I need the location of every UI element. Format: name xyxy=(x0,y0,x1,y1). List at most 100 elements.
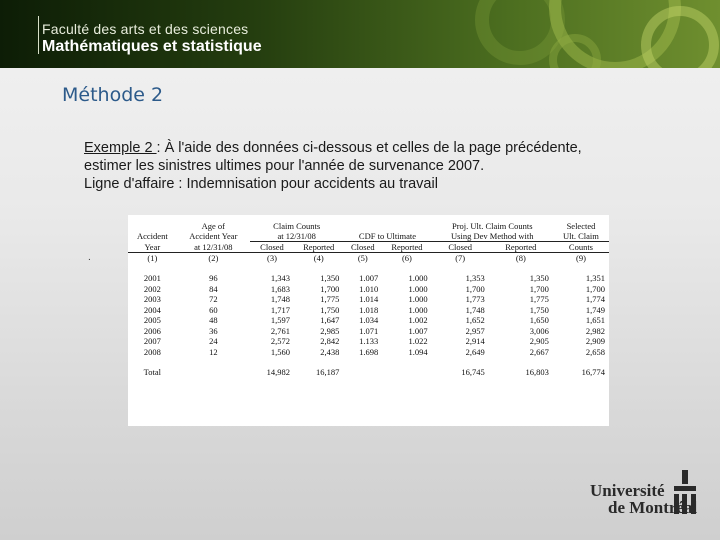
table-cell: 1.014 xyxy=(359,294,379,304)
hdr-age-1: Age of xyxy=(201,221,226,231)
table-cell: 2002 xyxy=(143,283,161,294)
table-cell: 1,700 xyxy=(529,283,549,294)
claims-table: Age of Claim Counts Proj. Ult. Claim Cou… xyxy=(128,215,609,378)
table-cell: 2,572 xyxy=(270,336,291,346)
table-cell: 1.007 xyxy=(408,325,428,336)
table-row: 2008 12 1,560 2,438 1.698 1.094 2,649 2,667 2,65… xyxy=(128,347,609,358)
hdr-accident: Accident xyxy=(137,231,168,242)
table-cell: 96 xyxy=(209,273,218,283)
total-row: Total 14,982 16,187 16,745 16,803 16,774 xyxy=(128,367,609,378)
table-cell: 1.018 xyxy=(359,304,379,315)
table-cell: 1,351 xyxy=(585,273,605,283)
total-proj-reported: 16,803 xyxy=(525,367,549,377)
table-cell: 1,749 xyxy=(585,304,605,315)
table-row: 2007 24 2,572 2,842 1.133 1.022 2,914 2,905 2,90… xyxy=(128,336,609,347)
faculty-name: Faculté des arts et des sciences xyxy=(42,21,249,37)
table-cell: 1,700 xyxy=(465,283,485,294)
table-cell: 1,560 xyxy=(270,346,291,357)
hdr-closed-7: Closed xyxy=(431,241,489,253)
table-cell: 1,717 xyxy=(270,304,291,315)
col-num-8: (8) xyxy=(515,253,526,263)
body-line-2: estimer les sinistres ultimes pour l'ann… xyxy=(84,158,485,174)
hdr-ult-claim: Ult. Claim xyxy=(552,231,609,242)
col-num-4: (4) xyxy=(313,253,324,263)
hdr-reported-4: Reported xyxy=(294,241,344,253)
table-cell: 1,775 xyxy=(320,294,340,304)
table-cell: 2,982 xyxy=(585,325,605,336)
table-cell: 1.698 xyxy=(359,346,379,357)
table-cell: 2,658 xyxy=(585,346,605,357)
table-cell: 1,773 xyxy=(465,294,485,304)
table-row: 2004 60 1,717 1,750 1.018 1.000 1,748 1,750 1,74… xyxy=(128,305,609,316)
hdr-proj-2: Using Dev Method with xyxy=(431,231,553,242)
header-banner: Faculté des arts et des sciences Mathéma… xyxy=(0,0,720,68)
table-cell: 48 xyxy=(209,315,218,325)
total-reported: 16,187 xyxy=(316,367,340,377)
table-cell: 2,761 xyxy=(270,325,291,336)
total-proj-closed: 16,745 xyxy=(461,367,485,377)
body-line-1: Exemple 2 : À l'aide des données ci-dess… xyxy=(84,139,684,157)
table-cell: 3,006 xyxy=(529,325,549,336)
table-cell: 1.002 xyxy=(408,315,428,325)
table-cell: 1,683 xyxy=(270,283,291,294)
table-cell: 2006 xyxy=(143,325,161,336)
col-num-1: (1) xyxy=(147,253,158,263)
col-num-9: (9) xyxy=(576,253,586,263)
table-cell: 1.010 xyxy=(359,283,379,294)
hdr-selected: Selected xyxy=(566,221,596,231)
table-cell: 12 xyxy=(209,346,218,357)
body-line-3: Ligne d'affaire : Indemnisation pour acc… xyxy=(84,176,438,192)
table-cell: 1,343 xyxy=(270,273,291,283)
hdr-age-2: Accident Year xyxy=(189,231,238,242)
table-cell: 1,748 xyxy=(465,304,485,315)
hdr-claim-date: at 12/31/08 xyxy=(249,231,344,242)
table-cell: 2,957 xyxy=(465,325,485,336)
table-row: 2003 72 1,748 1,775 1.014 1.000 1,773 1,775 1,77… xyxy=(128,294,609,305)
table-body: 2001 96 1,343 1,350 1.007 1.000 1,353 1,350 1,35… xyxy=(128,273,609,357)
table-row: 2002 84 1,683 1,700 1.010 1.000 1,700 1,700 1,70… xyxy=(128,284,609,295)
logo-line-1: Université xyxy=(590,481,665,500)
hdr-counts: Counts xyxy=(552,241,609,253)
table-cell: 2001 xyxy=(143,273,161,283)
table-cell: 1.000 xyxy=(408,304,428,315)
table-cell: 1.071 xyxy=(359,325,379,336)
table-cell: 1,750 xyxy=(529,304,549,315)
table-cell: 1.000 xyxy=(408,283,428,294)
stray-mark: . xyxy=(88,252,91,263)
table-cell: 1,774 xyxy=(585,294,605,304)
claims-table-image: Age of Claim Counts Proj. Ult. Claim Cou… xyxy=(128,215,609,426)
table-cell: 1,652 xyxy=(465,315,485,325)
table-cell: 1.133 xyxy=(359,336,379,346)
table-row: 2006 36 2,761 2,985 1.071 1.007 2,957 3,006 2,98… xyxy=(128,326,609,337)
table-cell: 2003 xyxy=(143,294,161,304)
table-cell: 1,353 xyxy=(465,273,485,283)
table-cell: 2004 xyxy=(143,304,161,315)
table-cell: 1.094 xyxy=(408,346,428,357)
header-divider xyxy=(38,16,39,54)
table-cell: 84 xyxy=(209,283,218,294)
table-cell: 1,350 xyxy=(529,273,549,283)
table-cell: 1.022 xyxy=(408,336,428,346)
table-cell: 2,438 xyxy=(320,346,340,357)
table-cell: 1,775 xyxy=(529,294,549,304)
body-line-1-rest: : À l'aide des données ci-dessous et cel… xyxy=(156,140,582,156)
table-cell: 2,914 xyxy=(465,336,485,346)
total-selected: 16,774 xyxy=(581,367,605,377)
table-cell: 1,647 xyxy=(320,315,340,325)
department-name: Mathématiques et statistique xyxy=(42,38,262,55)
table-cell: 2,909 xyxy=(585,336,605,346)
body-text: Exemple 2 : À l'aide des données ci-dess… xyxy=(84,139,684,193)
table-cell: 2,842 xyxy=(320,336,340,346)
example-label: Exemple 2 xyxy=(84,140,157,156)
col-num-2: (2) xyxy=(208,253,219,263)
table-cell: 24 xyxy=(209,336,218,346)
hdr-proj-1: Proj. Ult. Claim Counts xyxy=(451,221,533,231)
hdr-closed-3: Closed xyxy=(249,241,295,253)
logo-emblem-icon xyxy=(674,470,696,514)
table-cell: 2,649 xyxy=(465,346,485,357)
hdr-age-date: at 12/31/08 xyxy=(176,241,250,253)
universite-de-montreal-logo: Université de Montréal xyxy=(590,470,710,520)
table-cell: 2008 xyxy=(143,346,161,357)
table-cell: 1,651 xyxy=(585,315,605,325)
table-row: 2005 48 1,597 1,647 1.034 1.002 1,652 1,650 1,65… xyxy=(128,315,609,326)
